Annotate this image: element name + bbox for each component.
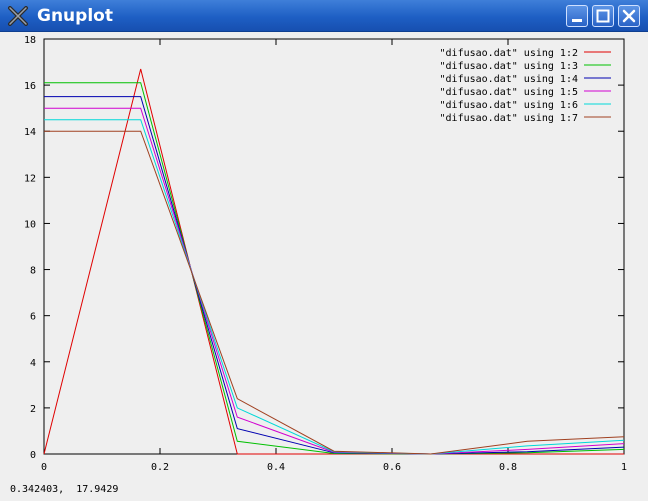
legend-entry-label: "difusao.dat" using 1:3 <box>440 61 578 72</box>
maximize-button[interactable] <box>592 5 614 27</box>
x-tick-label: 0.6 <box>383 462 401 473</box>
y-tick-label: 4 <box>30 358 36 369</box>
y-tick-label: 16 <box>24 81 36 92</box>
y-tick-label: 12 <box>24 173 36 184</box>
title-bar[interactable]: Gnuplot <box>0 0 648 32</box>
legend-entry-label: "difusao.dat" using 1:6 <box>440 100 578 111</box>
x-tick-label: 0 <box>41 462 47 473</box>
series-line-5 <box>44 119 625 455</box>
plot-area[interactable]: 0 2 4 6 8 10 12 14 16 18 0 0.2 0.4 0.6 0.8 1 "difusao.da… <box>0 32 648 497</box>
series-line-2 <box>44 82 625 455</box>
x-logo-icon <box>8 6 28 26</box>
y-tick-label: 14 <box>24 127 36 138</box>
series-line-1 <box>43 68 624 455</box>
line-chart[interactable]: 0 2 4 6 8 10 12 14 16 18 0 0.2 0.4 0.6 0.8 1 "difusao.da… <box>0 32 648 497</box>
series-line-6 <box>44 130 625 455</box>
x-tick-label: 1 <box>621 462 627 473</box>
minimize-button[interactable] <box>566 5 588 27</box>
legend-entry-label: "difusao.dat" using 1:5 <box>440 87 578 98</box>
x-tick-label: 0.4 <box>267 462 285 473</box>
y-tick-label: 6 <box>30 312 36 323</box>
x-tick-label: 0.2 <box>151 462 169 473</box>
window-title: Gnuplot <box>37 6 113 26</box>
legend-entry-label: "difusao.dat" using 1:7 <box>440 113 578 124</box>
legend-entry-label: "difusao.dat" using 1:4 <box>440 74 578 85</box>
series-line-3 <box>44 96 625 455</box>
close-icon <box>622 9 636 23</box>
series-line-4 <box>44 107 625 455</box>
y-tick-label: 0 <box>30 450 36 461</box>
y-tick-label: 8 <box>30 266 36 277</box>
close-button[interactable] <box>618 5 640 27</box>
legend-entry-label: "difusao.dat" using 1:2 <box>440 48 578 59</box>
minimize-icon <box>572 19 582 22</box>
mouse-coordinates: 0.342403, 17.9429 <box>10 484 119 495</box>
maximize-icon <box>596 9 610 23</box>
x-tick-label: 0.8 <box>499 462 517 473</box>
y-tick-label: 2 <box>30 404 36 415</box>
y-tick-label: 10 <box>24 219 36 230</box>
y-tick-label: 18 <box>24 35 36 46</box>
